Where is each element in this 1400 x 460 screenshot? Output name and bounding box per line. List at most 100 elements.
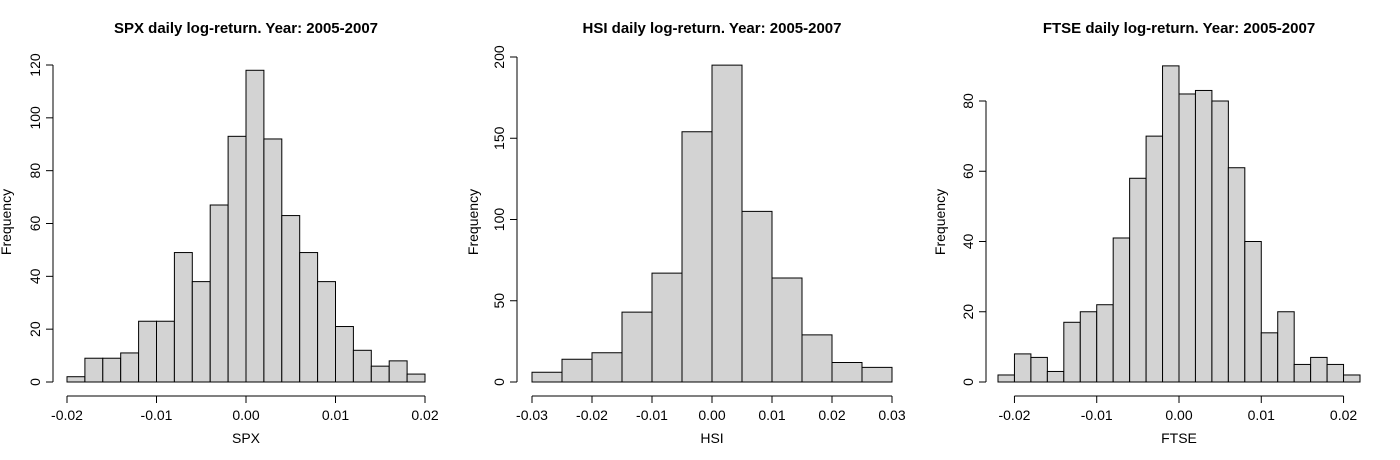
histogram-bar: [1260, 332, 1279, 383]
histogram-bar: [1145, 135, 1164, 383]
histogram-bar: [1277, 311, 1295, 383]
x-tick-label: 0.01: [322, 407, 349, 423]
x-tick-label: -0.03: [516, 407, 548, 423]
histogram-bar: [1063, 321, 1081, 383]
y-tick-label: 50: [491, 293, 507, 309]
x-axis-label: SPX: [232, 430, 261, 446]
y-tick-label: 0: [491, 378, 507, 386]
histogram-bar: [299, 252, 319, 383]
x-tick-label: 0.03: [878, 407, 905, 423]
histogram-bar: [771, 277, 803, 383]
y-tick-label: 80: [960, 93, 976, 109]
histogram-bar: [861, 366, 893, 383]
histogram-bar: [370, 365, 390, 383]
histogram-bar: [1030, 356, 1048, 383]
histogram-bar: [1162, 65, 1180, 383]
histogram-bar: [531, 371, 563, 383]
histogram-bar: [1178, 93, 1196, 383]
x-tick-label: 0.00: [1165, 407, 1192, 423]
histogram-bar: [1343, 374, 1361, 383]
x-tick-label: 0.02: [1330, 407, 1357, 423]
histogram-bar: [173, 252, 193, 383]
histogram-bar: [335, 326, 354, 383]
x-tick-label: -0.01: [636, 407, 668, 423]
y-tick-label: 40: [960, 234, 976, 250]
histogram-bar: [621, 311, 653, 383]
x-tick-label: -0.01: [1081, 407, 1113, 423]
histogram-bar: [651, 272, 683, 383]
histogram-bar: [227, 135, 247, 383]
histogram-bar: [102, 357, 122, 383]
x-tick-label: -0.01: [141, 407, 173, 423]
histogram-bar: [317, 281, 337, 383]
histogram-bar: [1310, 356, 1328, 383]
histogram-bar: [1112, 237, 1131, 383]
y-tick-label: 20: [960, 304, 976, 320]
y-tick-label: 40: [27, 268, 43, 284]
histogram-bar: [209, 204, 229, 383]
histogram-bar: [1129, 177, 1147, 383]
histogram-bar: [1194, 89, 1213, 383]
y-tick-label: 60: [960, 163, 976, 179]
x-tick-label: 0.01: [1248, 407, 1275, 423]
chart-title: HSI daily log-return. Year: 2005-2007: [582, 20, 841, 37]
histogram-bar: [1079, 311, 1098, 383]
histogram-bar: [120, 352, 140, 383]
histogram-bar: [66, 376, 86, 383]
histogram-bar: [741, 210, 773, 383]
histogram-bar: [245, 69, 265, 383]
x-tick-label: -0.02: [51, 407, 83, 423]
histogram-bar: [281, 215, 301, 383]
x-tick-label: -0.02: [576, 407, 608, 423]
histogram-bar: [1013, 353, 1032, 383]
histogram-bar: [997, 374, 1015, 383]
chart-title: FTSE daily log-return. Year: 2005-2007: [1043, 20, 1315, 37]
histogram-bar: [388, 360, 408, 383]
histogram-bar: [1211, 100, 1229, 383]
histogram-bar: [263, 138, 283, 383]
x-tick-label: 0.02: [411, 407, 438, 423]
y-axis-label: Frequency: [932, 189, 948, 255]
histogram-bar: [1046, 370, 1065, 383]
y-tick-label: 200: [491, 45, 507, 69]
y-tick-label: 150: [491, 126, 507, 150]
y-tick-label: 20: [27, 321, 43, 337]
histogram-bar: [591, 352, 623, 383]
y-tick-label: 0: [27, 378, 43, 386]
histogram-bar: [1293, 363, 1312, 383]
x-axis-label: FTSE: [1161, 430, 1197, 446]
histogram-panel: FTSE daily log-return. Year: 2005-2007 -0…: [932, 20, 1361, 446]
y-tick-label: 100: [491, 208, 507, 232]
x-tick-label: 0.00: [698, 407, 725, 423]
y-tick-label: 80: [27, 163, 43, 179]
histogram-bar: [681, 131, 713, 383]
histogram-bar: [138, 320, 158, 383]
histogram-bar: [1096, 304, 1114, 383]
histogram-bar: [406, 373, 426, 383]
histogram-bar: [561, 358, 593, 383]
y-tick-label: 120: [27, 53, 43, 77]
x-tick-label: 0.00: [232, 407, 259, 423]
x-axis-label: HSI: [700, 430, 723, 446]
x-tick-label: 0.02: [818, 407, 845, 423]
histogram-bar: [711, 64, 743, 383]
y-axis-label: Frequency: [0, 189, 14, 255]
histogram-panel: HSI daily log-return. Year: 2005-2007 -0.…: [465, 20, 906, 446]
histogram-panel: SPX daily log-return. Year: 2005-2007 -0.…: [0, 20, 439, 446]
histogram-bar: [84, 357, 104, 383]
histogram-bar: [831, 362, 863, 383]
histogram-bar: [156, 320, 175, 383]
histogram-bar: [1326, 363, 1345, 383]
histogram-bar: [1227, 167, 1246, 383]
histogram-bar: [191, 281, 211, 383]
histogram-bar: [352, 349, 372, 383]
histogram-bar: [801, 334, 833, 383]
y-tick-label: 100: [27, 106, 43, 130]
histogram-bar: [1244, 241, 1262, 383]
y-tick-label: 60: [27, 216, 43, 232]
y-axis-label: Frequency: [465, 189, 481, 255]
y-tick-label: 0: [960, 378, 976, 386]
chart-title: SPX daily log-return. Year: 2005-2007: [114, 20, 378, 37]
x-tick-label: 0.01: [758, 407, 785, 423]
